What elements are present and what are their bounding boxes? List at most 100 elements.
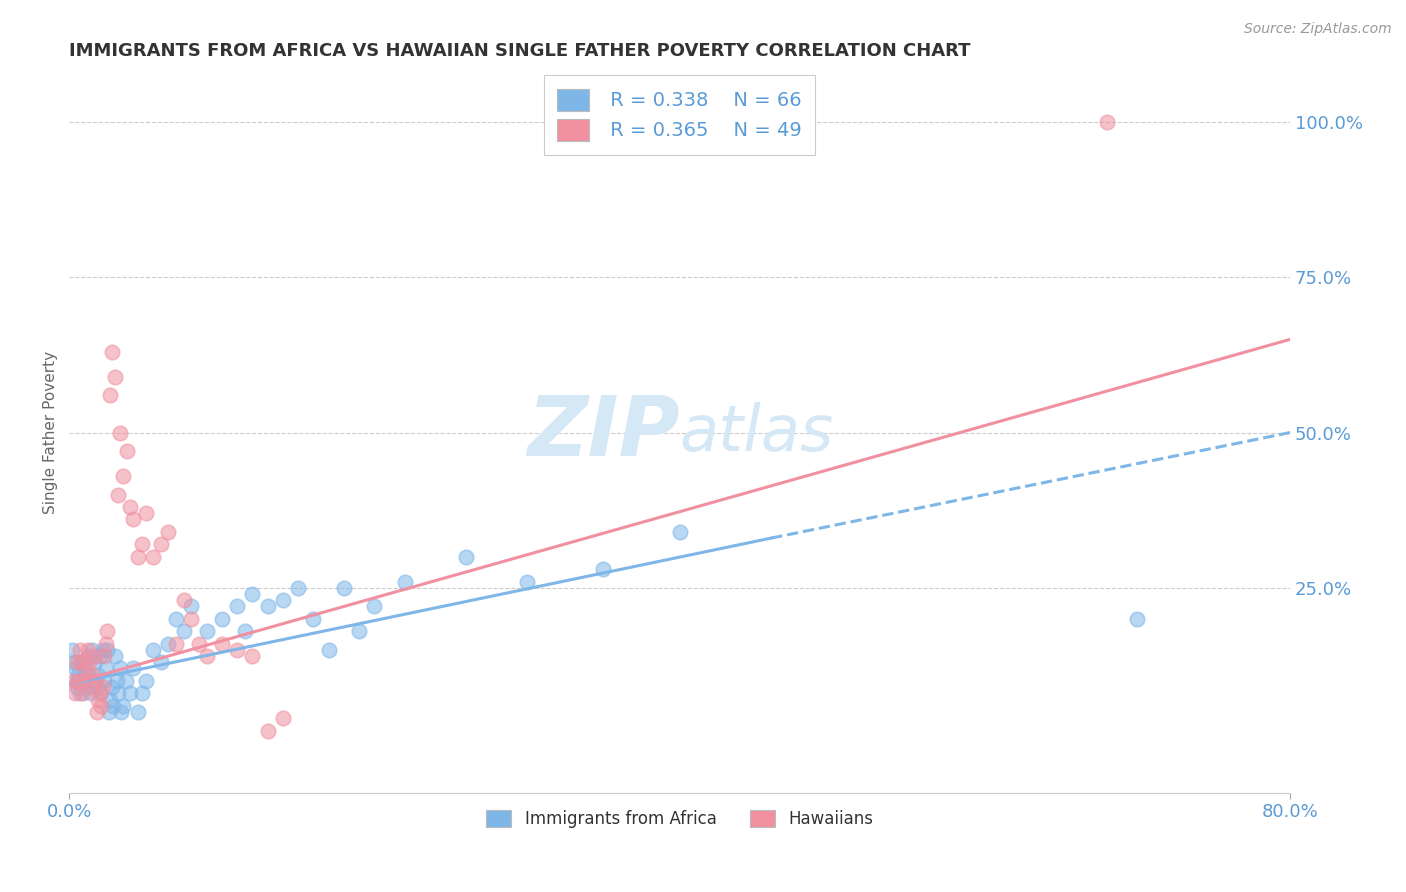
- Point: [135, 506, 157, 520]
- Point: [108, 661, 131, 675]
- Text: IMMIGRANTS FROM AFRICA VS HAWAIIAN SINGLE FATHER POVERTY CORRELATION CHART: IMMIGRANTS FROM AFRICA VS HAWAIIAN SINGL…: [69, 42, 970, 60]
- Text: atlas: atlas: [679, 401, 834, 464]
- Point: [84, 673, 107, 688]
- Point: [96, 624, 118, 639]
- Point: [67, 667, 90, 681]
- Point: [135, 673, 157, 688]
- Point: [157, 524, 180, 539]
- Point: [79, 680, 101, 694]
- Point: [122, 661, 145, 675]
- Point: [592, 562, 614, 576]
- Point: [142, 549, 165, 564]
- Point: [108, 425, 131, 440]
- Point: [195, 624, 218, 639]
- Point: [318, 643, 340, 657]
- Point: [90, 686, 112, 700]
- Point: [67, 673, 90, 688]
- Point: [240, 648, 263, 663]
- Point: [287, 581, 309, 595]
- Point: [256, 599, 278, 614]
- Point: [127, 705, 149, 719]
- Point: [149, 537, 172, 551]
- Point: [65, 686, 87, 700]
- Point: [1126, 612, 1149, 626]
- Point: [89, 648, 111, 663]
- Point: [83, 673, 105, 688]
- Point: [87, 667, 110, 681]
- Point: [86, 680, 108, 694]
- Point: [60, 643, 83, 657]
- Point: [107, 488, 129, 502]
- Point: [96, 643, 118, 657]
- Point: [347, 624, 370, 639]
- Point: [180, 612, 202, 626]
- Point: [333, 581, 356, 595]
- Point: [72, 686, 94, 700]
- Point: [76, 643, 98, 657]
- Point: [107, 686, 129, 700]
- Point: [240, 587, 263, 601]
- Point: [131, 686, 153, 700]
- Point: [70, 655, 93, 669]
- Point: [226, 599, 249, 614]
- Point: [77, 648, 100, 663]
- Point: [69, 643, 91, 657]
- Point: [104, 648, 127, 663]
- Point: [211, 612, 233, 626]
- Point: [103, 698, 125, 713]
- Point: [77, 655, 100, 669]
- Point: [89, 686, 111, 700]
- Point: [226, 643, 249, 657]
- Point: [394, 574, 416, 589]
- Point: [157, 637, 180, 651]
- Point: [101, 680, 124, 694]
- Point: [149, 655, 172, 669]
- Point: [271, 593, 294, 607]
- Point: [122, 512, 145, 526]
- Point: [66, 673, 89, 688]
- Point: [668, 524, 690, 539]
- Point: [100, 692, 122, 706]
- Legend: Immigrants from Africa, Hawaiians: Immigrants from Africa, Hawaiians: [479, 803, 880, 835]
- Point: [302, 612, 325, 626]
- Point: [271, 711, 294, 725]
- Point: [165, 612, 187, 626]
- Point: [66, 680, 89, 694]
- Point: [454, 549, 477, 564]
- Point: [110, 705, 132, 719]
- Point: [97, 705, 120, 719]
- Point: [120, 500, 142, 514]
- Point: [105, 673, 128, 688]
- Point: [127, 549, 149, 564]
- Point: [233, 624, 256, 639]
- Point: [100, 388, 122, 402]
- Point: [79, 686, 101, 700]
- Point: [91, 643, 114, 657]
- Point: [131, 537, 153, 551]
- Point: [84, 655, 107, 669]
- Point: [114, 673, 136, 688]
- Point: [90, 698, 112, 713]
- Point: [82, 643, 104, 657]
- Point: [173, 593, 195, 607]
- Point: [75, 680, 97, 694]
- Point: [211, 637, 233, 651]
- Point: [69, 686, 91, 700]
- Point: [82, 667, 104, 681]
- Point: [72, 673, 94, 688]
- Point: [111, 698, 134, 713]
- Point: [73, 673, 96, 688]
- Point: [93, 648, 115, 663]
- Point: [120, 686, 142, 700]
- Point: [87, 692, 110, 706]
- Point: [83, 648, 105, 663]
- Point: [180, 599, 202, 614]
- Point: [91, 680, 114, 694]
- Point: [165, 637, 187, 651]
- Point: [111, 469, 134, 483]
- Point: [93, 673, 115, 688]
- Point: [115, 444, 138, 458]
- Text: ZIP: ZIP: [527, 392, 679, 473]
- Point: [173, 624, 195, 639]
- Point: [75, 661, 97, 675]
